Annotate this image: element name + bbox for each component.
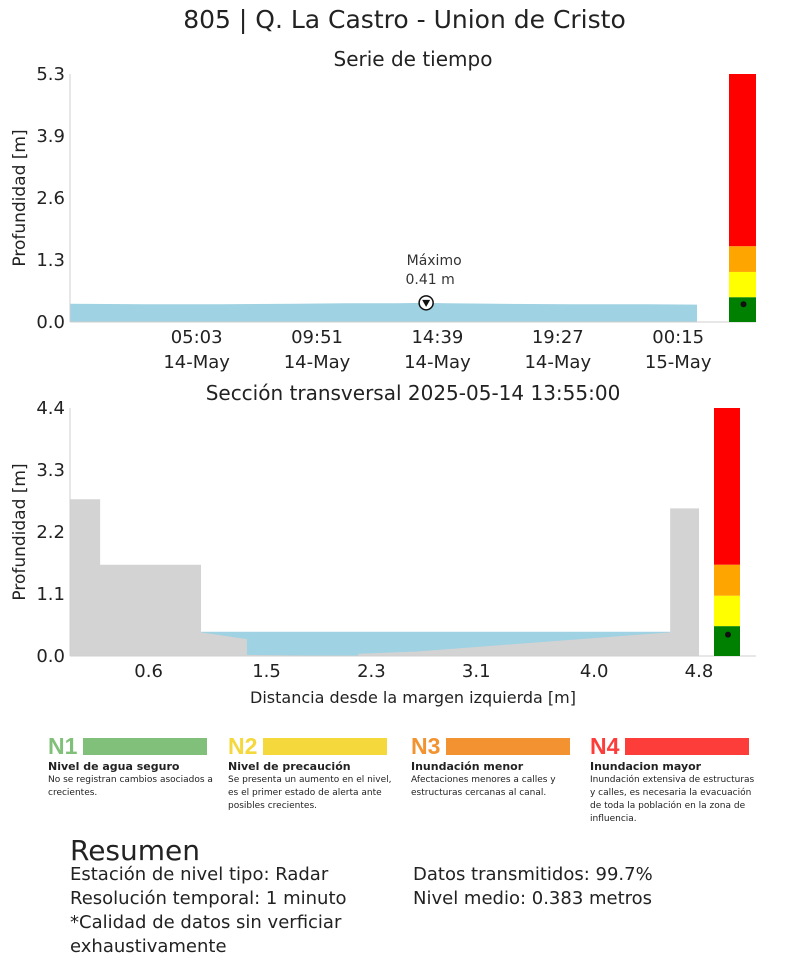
x-tick-label: 05:03 [171, 327, 223, 348]
level-bar-segment [714, 626, 740, 656]
y-tick-label: 1.3 [36, 250, 65, 271]
x-tick-label: 14-May [404, 352, 471, 373]
summary-right-column: Datos transmitidos: 99.7% Nivel medio: 0… [413, 863, 713, 911]
current-level-marker [740, 301, 747, 308]
level-bar-segment [729, 246, 756, 272]
current-level-marker [725, 631, 731, 638]
x-tick-label: 14:39 [411, 327, 463, 348]
level-code: N4 [590, 733, 620, 759]
summary-left-column: Estación de nivel tipo: Radar Resolución… [70, 863, 370, 959]
y-tick-label: 0.0 [36, 312, 65, 333]
level-description: Afectaciones menores a calles y estructu… [411, 775, 556, 798]
level-name: Inundacion mayor [590, 760, 702, 773]
y-tick-label: 2.6 [36, 188, 65, 209]
timeseries-chart: Serie de tiempo 0.0 1.3 2.6 3.9 5.3 Profundida… [10, 47, 756, 373]
y-tick-label: 4.4 [36, 398, 65, 419]
x-tick-label: 15-May [645, 352, 712, 373]
summary-line: *Calidad de datos sin verficiar exhausti… [70, 912, 342, 957]
x-tick-label: 4.8 [685, 661, 714, 682]
level-n1: N1 Nivel de agua seguro No se registran … [48, 733, 216, 800]
level-color-bar [446, 737, 571, 755]
summary-line: Nivel medio: 0.383 metros [413, 888, 653, 909]
x-tick-label: 09:51 [291, 327, 343, 348]
x-tick-label: 1.5 [252, 661, 281, 682]
level-name: Inundación menor [411, 760, 524, 773]
alert-levels-legend: N1 Nivel de agua seguro No se registran … [48, 733, 760, 833]
x-tick-label: 0.6 [134, 661, 163, 682]
summary-heading: Resumen [70, 834, 201, 867]
level-color-bar [625, 737, 750, 755]
y-tick-label: 3.9 [36, 126, 65, 147]
chart-title: Serie de tiempo [334, 47, 493, 71]
max-annotation-label: Máximo [407, 253, 462, 269]
depth-area [70, 302, 697, 322]
summary-line: Resolución temporal: 1 minuto [70, 888, 347, 909]
level-bar-segment [714, 564, 740, 596]
max-annotation-value: 0.41 m [406, 272, 455, 288]
y-tick-label: 3.3 [36, 460, 65, 481]
y-tick-label: 1.1 [36, 584, 65, 605]
y-tick-label: 5.3 [36, 64, 65, 85]
level-description: Se presenta un aumento en el nivel, es e… [228, 775, 392, 811]
level-bar-segment [729, 297, 756, 322]
level-code: N1 [48, 733, 78, 759]
x-tick-label: 14-May [524, 352, 591, 373]
max-marker-arrow [422, 299, 431, 307]
y-axis-label: Profundidad [m] [10, 129, 30, 266]
cross-section-chart: Sección transversal 2025-05-14 13:55:00 0… [10, 381, 756, 707]
level-bar-segment [729, 271, 756, 298]
summary-line: Estación de nivel tipo: Radar [70, 864, 329, 885]
level-code: N2 [228, 733, 258, 759]
x-tick-label: 2.3 [357, 661, 386, 682]
level-code: N3 [411, 733, 441, 759]
x-tick-label: 3.1 [462, 661, 491, 682]
level-description: Inundación extensiva de estructuras y ca… [590, 775, 755, 824]
x-tick-label: 4.0 [580, 661, 609, 682]
level-bar-segment [714, 408, 740, 565]
terrain-area [70, 499, 699, 656]
level-description: No se registran cambios asociados a crec… [48, 775, 213, 798]
y-axis-label: Profundidad [m] [10, 463, 30, 600]
summary-section: Resumen Estación de nivel tipo: Radar Re… [70, 834, 770, 958]
page-title: 805 | Q. La Castro - Union de Cristo [183, 5, 626, 34]
level-color-bar [263, 737, 388, 755]
level-n2: N2 Nivel de precaución Se presenta un au… [228, 733, 396, 813]
level-name: Nivel de precaución [228, 760, 351, 773]
level-name: Nivel de agua seguro [48, 760, 180, 773]
level-bar-segment [729, 74, 756, 247]
summary-line: Datos transmitidos: 99.7% [413, 864, 653, 885]
y-tick-label: 0.0 [36, 646, 65, 667]
level-bar-segment [714, 595, 740, 627]
x-tick-label: 19:27 [532, 327, 584, 348]
y-tick-label: 2.2 [36, 522, 65, 543]
x-tick-label: 14-May [284, 352, 351, 373]
level-n3: N3 Inundación menor Afectaciones menores… [411, 733, 579, 800]
x-axis-label: Distancia desde la margen izquierda [m] [250, 688, 576, 707]
level-color-bar [83, 737, 208, 755]
x-tick-label: 14-May [163, 352, 230, 373]
chart-title: Sección transversal 2025-05-14 13:55:00 [206, 381, 621, 405]
charts-canvas: Serie de tiempo 0.0 1.3 2.6 3.9 5.3 Profundida… [10, 47, 756, 707]
x-tick-label: 00:15 [652, 327, 704, 348]
level-n4: N4 Inundacion mayor Inundación extensiva… [590, 733, 758, 826]
